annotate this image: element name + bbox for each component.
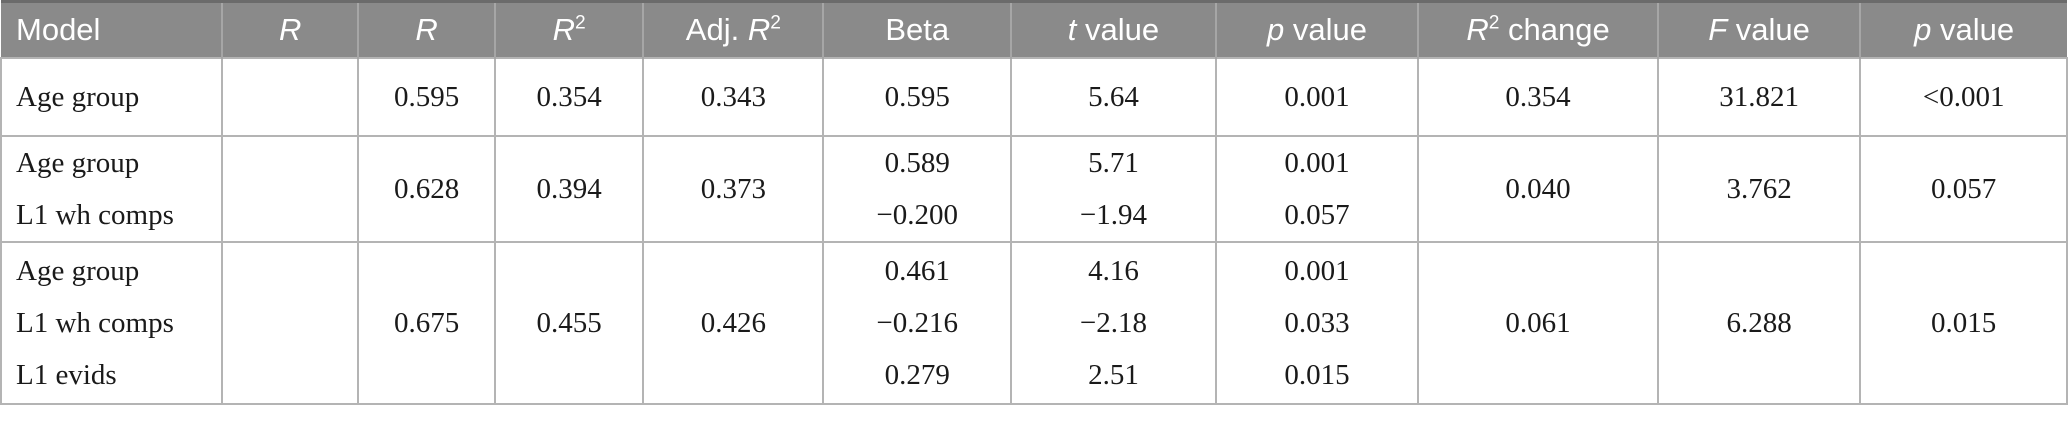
cell-model: Age group L1 wh comps L1 evids [0,241,224,405]
cell-line: Age group [16,147,140,179]
cell-line: 0.628 [393,173,460,205]
cell-line: −0.200 [876,199,959,231]
cell-f-value: 6.288 [1656,241,1862,405]
cell-r-empty [221,57,360,137]
cell-r: 0.595 [357,57,496,137]
cell-r2: 0.394 [493,135,645,243]
cell-line: 2.51 [1088,359,1139,391]
cell-t-value: 5.64 [1010,57,1217,137]
cell-p-value: 0.001 [1214,57,1420,137]
cell-line: 0.354 [1505,81,1571,113]
cell-line: 0.595 [884,81,950,113]
cell-r-empty [221,241,360,405]
cell-line: L1 evids [16,359,117,391]
cell-t-value: 4.16 −2.18 2.51 [1010,241,1217,405]
cell-line: Age group [16,255,140,287]
cell-r: 0.675 [357,241,496,405]
table-body: Age group 0.595 0.354 0.343 0.595 5.64 0.001 0.… [0,57,2068,405]
cell-adj-r2: 0.426 [642,241,825,405]
cell-f-value: 3.762 [1656,135,1862,243]
cell-line: 6.288 [1726,307,1792,339]
cell-t-value: 5.71 −1.94 [1010,135,1217,243]
cell-r2-change: 0.040 [1417,135,1659,243]
cell-line: L1 wh comps [16,199,174,231]
cell-line: −0.216 [876,307,959,339]
cell-line: 0.279 [884,359,950,391]
cell-line: 0.001 [1284,81,1350,113]
cell-line: 0.343 [700,81,766,113]
cell-line: 0.373 [700,173,766,205]
cell-r: 0.628 [357,135,496,243]
cell-line: 0.015 [1284,359,1350,391]
table-row: Age group L1 wh comps L1 evids 0.675 0.455 0.… [0,241,2068,405]
cell-line: 0.426 [700,307,766,339]
cell-r-empty [221,135,360,243]
cell-line: Age group [16,81,140,113]
cell-line: 0.589 [884,147,950,179]
col-header-p-value: p value [1214,0,1419,58]
cell-line: 31.821 [1719,81,1799,113]
regression-table: Model R R R2 Adj. R2 Beta t value p value R2 cha… [0,0,2068,405]
cell-line: 0.461 [884,255,950,287]
cell-line: 0.675 [393,307,460,339]
cell-p-value: 0.001 0.057 [1214,135,1420,243]
cell-line: 0.001 [1284,147,1350,179]
cell-line: <0.001 [1922,81,2005,113]
cell-line: −2.18 [1079,307,1148,339]
cell-beta: 0.595 [822,57,1013,137]
col-header-p-value-2: p value [1859,0,2067,58]
cell-f-value: 31.821 [1656,57,1862,137]
cell-line: 3.762 [1726,173,1792,205]
cell-beta: 0.461 −0.216 0.279 [822,241,1013,405]
cell-r2-change: 0.354 [1417,57,1659,137]
table-row: Age group 0.595 0.354 0.343 0.595 5.64 0.001 0.… [0,57,2068,137]
cell-line: 0.057 [1931,173,1997,205]
col-header-model: Model [1,0,223,58]
col-header-f-value: F value [1656,0,1861,58]
cell-r2: 0.354 [493,57,645,137]
table-header-row: Model R R R2 Adj. R2 Beta t value p value R2 cha… [1,0,2067,58]
col-header-t-value: t value [1010,0,1216,58]
cell-line: 0.595 [393,81,460,113]
col-header-r2-change: R2 change [1417,0,1658,58]
table-row: Age group L1 wh comps 0.628 0.394 0.373 0.589… [0,135,2068,243]
cell-p-value-2: <0.001 [1859,57,2068,137]
col-header-adj-r2: Adj. R2 [642,0,824,58]
cell-line: 0.040 [1505,173,1571,205]
cell-p-value-2: 0.057 [1859,135,2068,243]
col-header-r2: R2 [493,0,644,58]
cell-model: Age group L1 wh comps [0,135,224,243]
cell-adj-r2: 0.373 [642,135,825,243]
cell-r2: 0.455 [493,241,645,405]
cell-line: 0.354 [536,81,602,113]
cell-line: L1 wh comps [16,307,174,339]
col-header-beta: Beta [822,0,1012,58]
cell-line: 0.057 [1284,199,1350,231]
col-header-r-empty: R [221,0,359,58]
cell-line: 0.001 [1284,255,1350,287]
cell-line: 0.394 [536,173,602,205]
cell-line: 0.061 [1505,307,1571,339]
cell-line: 0.015 [1931,307,1997,339]
cell-line: −1.94 [1079,199,1148,231]
cell-p-value-2: 0.015 [1859,241,2068,405]
cell-line: 0.033 [1284,307,1350,339]
cell-line: 0.455 [536,307,602,339]
cell-r2-change: 0.061 [1417,241,1659,405]
cell-p-value: 0.001 0.033 0.015 [1214,241,1420,405]
cell-model: Age group [0,57,224,137]
cell-line: 5.71 [1088,147,1139,179]
cell-beta: 0.589 −0.200 [822,135,1013,243]
cell-line: 4.16 [1088,255,1139,287]
cell-adj-r2: 0.343 [642,57,825,137]
cell-line: 5.64 [1088,81,1139,113]
col-header-r: R [357,0,495,58]
